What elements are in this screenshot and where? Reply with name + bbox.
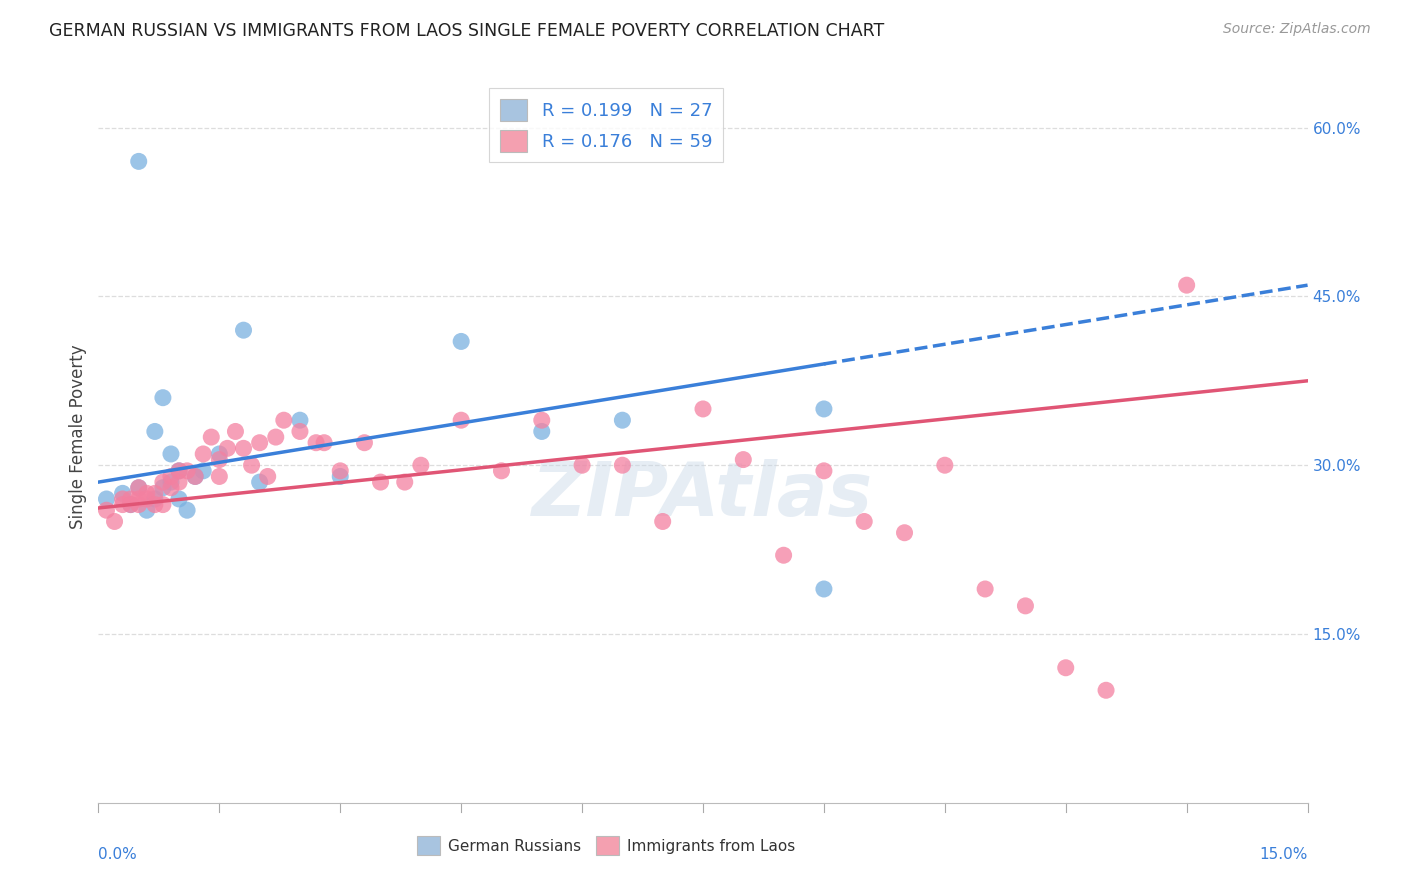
Point bbox=[208, 452, 231, 467]
Point bbox=[128, 481, 150, 495]
Point bbox=[329, 469, 352, 483]
Point bbox=[491, 464, 513, 478]
Point bbox=[772, 548, 794, 562]
Point bbox=[530, 413, 553, 427]
Y-axis label: Single Female Poverty: Single Female Poverty bbox=[69, 345, 87, 529]
Point bbox=[224, 425, 246, 439]
Point bbox=[160, 447, 183, 461]
Legend: German Russians, Immigrants from Laos: German Russians, Immigrants from Laos bbox=[412, 830, 801, 861]
Point bbox=[176, 503, 198, 517]
Point bbox=[103, 515, 125, 529]
Point bbox=[128, 154, 150, 169]
Point bbox=[530, 425, 553, 439]
Point bbox=[1095, 683, 1118, 698]
Point bbox=[329, 464, 352, 478]
Point bbox=[264, 430, 287, 444]
Point bbox=[934, 458, 956, 473]
Point bbox=[135, 486, 157, 500]
Point bbox=[128, 481, 150, 495]
Point bbox=[249, 475, 271, 489]
Point bbox=[974, 582, 997, 596]
Point bbox=[111, 486, 134, 500]
Point bbox=[651, 515, 673, 529]
Point bbox=[152, 391, 174, 405]
Point bbox=[167, 464, 190, 478]
Point bbox=[692, 401, 714, 416]
Point bbox=[813, 582, 835, 596]
Point bbox=[288, 425, 311, 439]
Point bbox=[314, 435, 336, 450]
Point bbox=[893, 525, 915, 540]
Point bbox=[200, 430, 222, 444]
Point bbox=[240, 458, 263, 473]
Point bbox=[96, 491, 118, 506]
Point bbox=[1054, 661, 1077, 675]
Point bbox=[128, 498, 150, 512]
Point bbox=[160, 481, 183, 495]
Point bbox=[288, 413, 311, 427]
Point bbox=[733, 452, 755, 467]
Point bbox=[232, 442, 254, 456]
Point bbox=[184, 469, 207, 483]
Point bbox=[143, 486, 166, 500]
Point bbox=[450, 334, 472, 349]
Point bbox=[273, 413, 295, 427]
Point bbox=[135, 491, 157, 506]
Text: GERMAN RUSSIAN VS IMMIGRANTS FROM LAOS SINGLE FEMALE POVERTY CORRELATION CHART: GERMAN RUSSIAN VS IMMIGRANTS FROM LAOS S… bbox=[49, 22, 884, 40]
Point bbox=[160, 475, 183, 489]
Point bbox=[612, 458, 634, 473]
Text: 0.0%: 0.0% bbox=[98, 847, 138, 862]
Point bbox=[571, 458, 593, 473]
Point bbox=[813, 464, 835, 478]
Point bbox=[305, 435, 328, 450]
Point bbox=[208, 447, 231, 461]
Point bbox=[111, 498, 134, 512]
Point bbox=[409, 458, 432, 473]
Point bbox=[193, 447, 215, 461]
Point bbox=[370, 475, 392, 489]
Point bbox=[217, 442, 239, 456]
Point bbox=[450, 413, 472, 427]
Point bbox=[193, 464, 215, 478]
Point bbox=[167, 475, 190, 489]
Point bbox=[208, 469, 231, 483]
Point bbox=[249, 435, 271, 450]
Point bbox=[152, 475, 174, 489]
Point bbox=[256, 469, 278, 483]
Point bbox=[167, 491, 190, 506]
Point bbox=[143, 498, 166, 512]
Text: Source: ZipAtlas.com: Source: ZipAtlas.com bbox=[1223, 22, 1371, 37]
Point bbox=[232, 323, 254, 337]
Point bbox=[160, 469, 183, 483]
Point bbox=[813, 401, 835, 416]
Text: 15.0%: 15.0% bbox=[1260, 847, 1308, 862]
Text: ZIPAtlas: ZIPAtlas bbox=[533, 459, 873, 533]
Point bbox=[184, 469, 207, 483]
Point bbox=[1014, 599, 1036, 613]
Point bbox=[167, 464, 190, 478]
Point bbox=[143, 491, 166, 506]
Point bbox=[120, 491, 142, 506]
Point bbox=[152, 481, 174, 495]
Point bbox=[120, 498, 142, 512]
Point bbox=[1175, 278, 1198, 293]
Point bbox=[143, 425, 166, 439]
Point bbox=[853, 515, 876, 529]
Point bbox=[96, 503, 118, 517]
Point bbox=[394, 475, 416, 489]
Point bbox=[111, 491, 134, 506]
Point bbox=[353, 435, 375, 450]
Point bbox=[120, 498, 142, 512]
Point bbox=[152, 498, 174, 512]
Point bbox=[135, 503, 157, 517]
Point bbox=[612, 413, 634, 427]
Point bbox=[128, 491, 150, 506]
Point bbox=[176, 464, 198, 478]
